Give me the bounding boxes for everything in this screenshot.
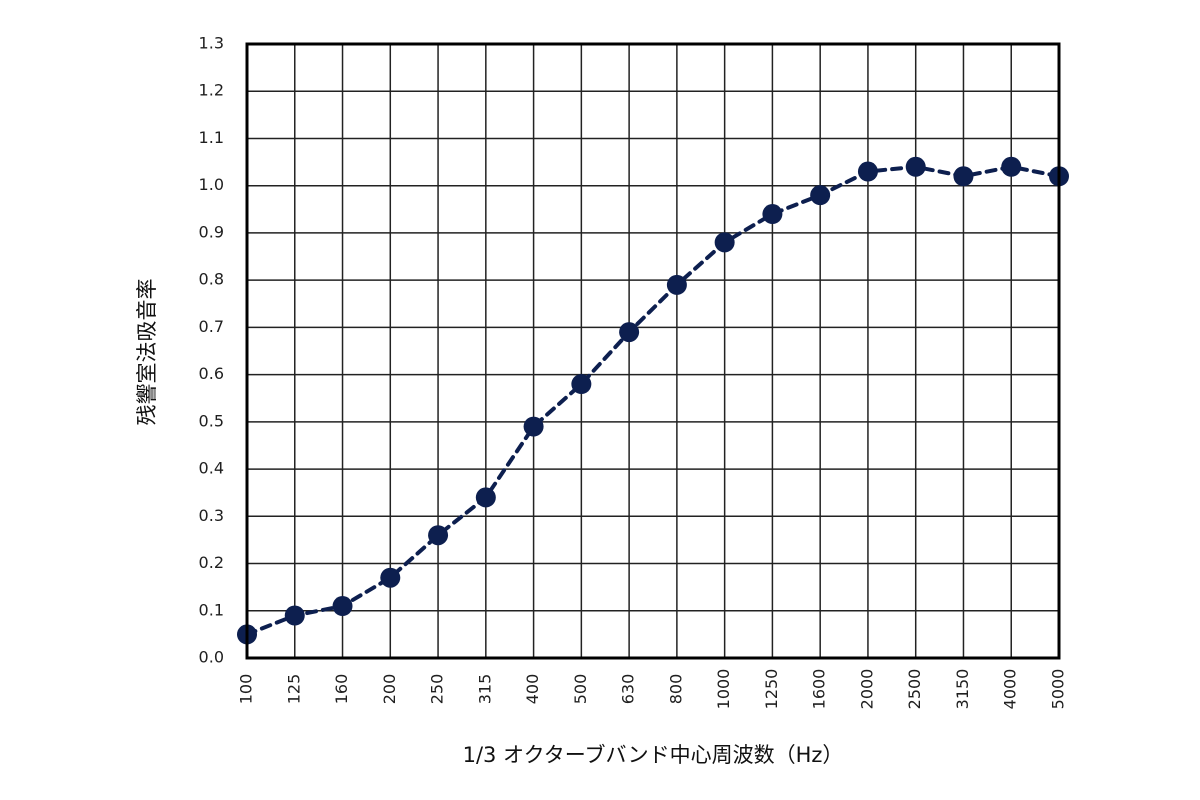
data-point <box>1001 156 1022 177</box>
x-axis-title: 1/3 オクターブバンド中心周波数（Hz） <box>463 743 844 767</box>
data-point <box>857 161 878 182</box>
x-tick-label: 200 <box>380 674 399 705</box>
data-point <box>475 487 496 508</box>
data-point <box>762 204 783 225</box>
y-tick-label: 0.6 <box>199 364 224 383</box>
x-tick-label: 630 <box>619 674 638 705</box>
x-tick-label: 125 <box>284 674 303 705</box>
data-point <box>666 274 687 295</box>
points-layer <box>237 156 1069 645</box>
y-axis-title: 残響室法吸音率 <box>135 279 159 426</box>
data-point <box>953 166 974 187</box>
data-point <box>284 605 305 626</box>
x-tick-label: 100 <box>237 674 256 705</box>
y-tick-label: 1.2 <box>199 81 224 100</box>
x-tick-label: 400 <box>523 674 542 705</box>
x-tick-label: 1250 <box>762 669 781 710</box>
y-tick-label: 0.8 <box>199 270 224 289</box>
y-tick-label: 0.0 <box>199 648 224 667</box>
y-tick-label: 0.4 <box>199 459 224 478</box>
y-tick-label: 1.0 <box>199 175 224 194</box>
x-tick-label: 5000 <box>1049 669 1068 710</box>
x-tick-label: 4000 <box>1001 669 1020 710</box>
data-point <box>523 416 544 437</box>
data-point <box>905 156 926 177</box>
data-point <box>619 322 640 343</box>
y-tick-label: 0.2 <box>199 553 224 572</box>
x-tick-label: 315 <box>475 674 494 705</box>
grid-layer <box>246 43 1060 659</box>
data-point <box>380 567 401 588</box>
x-tick-label: 2500 <box>905 669 924 710</box>
y-tick-label: 1.3 <box>199 34 224 53</box>
x-tick-labels: 100 125 160 200 250 315 400 500 630 800 1000 1250 16… <box>237 669 1068 710</box>
x-tick-label: 500 <box>571 674 590 705</box>
y-tick-label: 1.1 <box>199 128 224 147</box>
x-tick-label: 2000 <box>857 669 876 710</box>
data-point <box>714 232 735 253</box>
data-point <box>571 374 592 395</box>
x-tick-label: 250 <box>428 674 447 705</box>
y-tick-label: 0.3 <box>199 506 224 525</box>
data-point <box>810 185 831 206</box>
y-tick-label: 0.9 <box>199 222 224 241</box>
x-tick-label: 1600 <box>810 669 829 710</box>
x-tick-label: 3150 <box>953 669 972 710</box>
y-tick-labels: 0.0 0.1 0.2 0.3 0.4 0.5 0.6 0.7 0.8 0.9 1.0 1.1 1.2 1… <box>199 34 224 667</box>
data-point <box>428 525 449 546</box>
x-tick-label: 1000 <box>714 669 733 710</box>
x-tick-label: 160 <box>332 674 351 705</box>
y-tick-label: 0.1 <box>199 600 224 619</box>
y-tick-label: 0.5 <box>199 411 224 430</box>
data-point <box>332 596 353 617</box>
x-tick-label: 800 <box>666 674 685 705</box>
plot-frame <box>245 42 1061 660</box>
frame-layer <box>245 42 1061 660</box>
y-tick-label: 0.7 <box>199 317 224 336</box>
